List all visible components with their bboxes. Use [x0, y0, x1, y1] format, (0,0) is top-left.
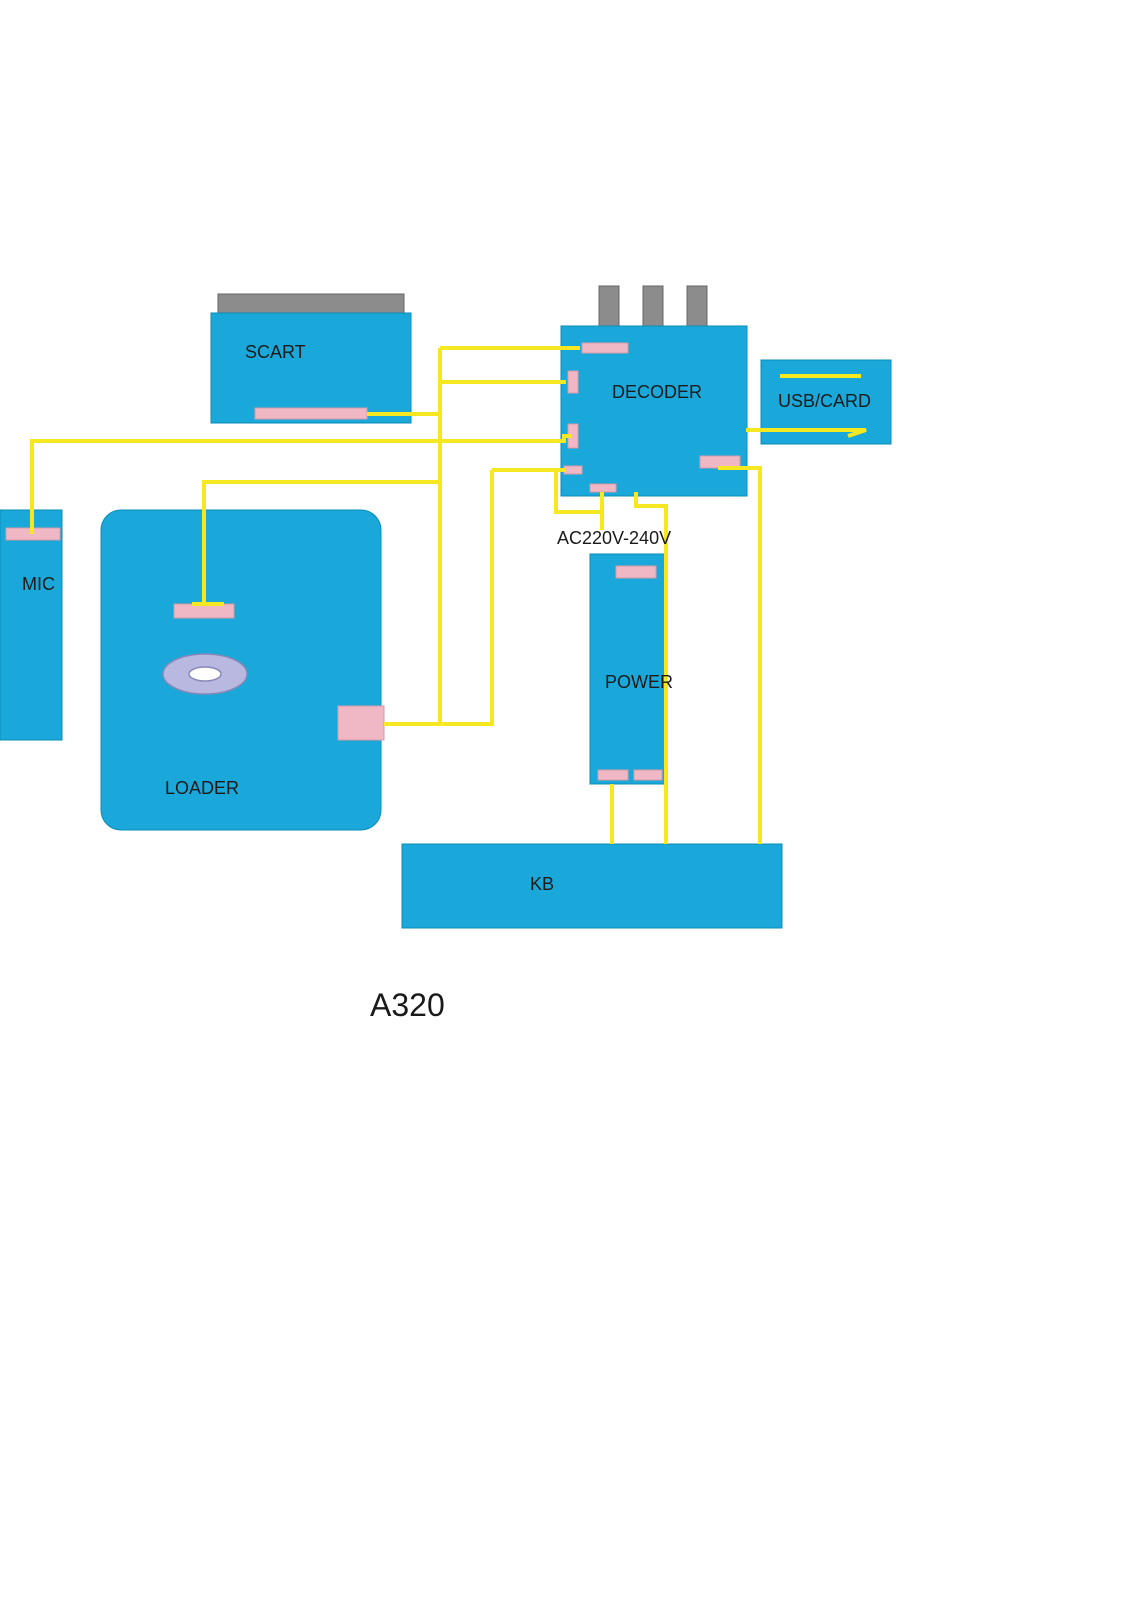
block-label: DECODER: [612, 382, 702, 402]
block-label: USB/CARD: [778, 391, 871, 411]
block-label: KB: [530, 874, 554, 894]
block-label: AC220V-240V: [557, 528, 671, 548]
block-label: MIC: [22, 574, 55, 594]
block-label: SCART: [245, 342, 306, 362]
block-label: LOADER: [165, 778, 239, 798]
block-label: POWER: [605, 672, 673, 692]
diagram-title: A320: [370, 987, 445, 1023]
